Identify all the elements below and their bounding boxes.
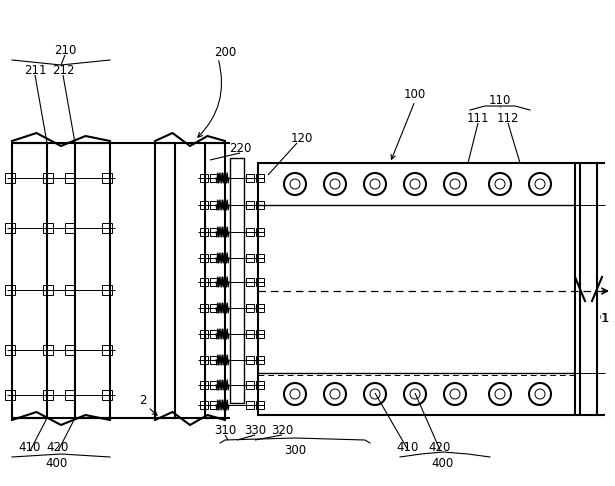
- Bar: [256, 174, 264, 182]
- Text: 420: 420: [47, 440, 69, 453]
- Bar: [200, 228, 208, 236]
- Bar: [200, 201, 208, 209]
- Text: 420: 420: [429, 440, 451, 453]
- Text: 220: 220: [229, 141, 251, 155]
- Bar: [246, 356, 254, 364]
- Bar: [258, 163, 575, 415]
- Bar: [65, 173, 75, 183]
- Text: 1: 1: [601, 312, 609, 325]
- Bar: [246, 304, 254, 312]
- Bar: [210, 228, 218, 236]
- Text: 212: 212: [52, 64, 74, 76]
- Bar: [246, 278, 254, 286]
- Text: 400: 400: [46, 456, 68, 469]
- Bar: [5, 173, 15, 183]
- Bar: [5, 390, 15, 400]
- Bar: [200, 330, 208, 338]
- Text: 100: 100: [404, 88, 426, 102]
- Bar: [43, 390, 53, 400]
- Bar: [102, 223, 112, 233]
- Bar: [5, 223, 15, 233]
- Bar: [210, 381, 218, 389]
- Bar: [43, 345, 53, 355]
- Bar: [200, 174, 208, 182]
- Bar: [246, 174, 254, 182]
- Bar: [205, 143, 225, 418]
- Bar: [246, 381, 254, 389]
- Text: 310: 310: [214, 423, 236, 436]
- Bar: [75, 143, 110, 418]
- Bar: [256, 254, 264, 262]
- Bar: [200, 254, 208, 262]
- Bar: [256, 278, 264, 286]
- Text: 1: 1: [601, 312, 609, 325]
- Bar: [200, 278, 208, 286]
- Bar: [102, 345, 112, 355]
- Bar: [210, 174, 218, 182]
- Bar: [200, 356, 208, 364]
- Bar: [5, 345, 15, 355]
- Bar: [246, 330, 254, 338]
- Bar: [200, 304, 208, 312]
- Bar: [210, 356, 218, 364]
- Bar: [246, 254, 254, 262]
- Text: 300: 300: [284, 444, 306, 456]
- Bar: [246, 401, 254, 409]
- Text: 210: 210: [54, 44, 76, 56]
- Text: 330: 330: [244, 423, 266, 436]
- Text: 211: 211: [24, 64, 46, 76]
- Bar: [65, 345, 75, 355]
- Bar: [210, 278, 218, 286]
- Bar: [246, 228, 254, 236]
- Bar: [5, 285, 15, 295]
- Text: 120: 120: [291, 132, 313, 144]
- Text: 410: 410: [19, 440, 41, 453]
- Text: 320: 320: [271, 423, 293, 436]
- Bar: [230, 158, 244, 403]
- Bar: [12, 143, 47, 418]
- Text: 200: 200: [214, 46, 236, 58]
- Bar: [246, 201, 254, 209]
- Bar: [256, 330, 264, 338]
- Bar: [102, 285, 112, 295]
- Bar: [256, 401, 264, 409]
- Bar: [43, 173, 53, 183]
- Bar: [65, 223, 75, 233]
- Bar: [65, 390, 75, 400]
- Bar: [200, 401, 208, 409]
- Bar: [210, 254, 218, 262]
- Bar: [210, 330, 218, 338]
- Text: 410: 410: [397, 440, 419, 453]
- Bar: [256, 381, 264, 389]
- Bar: [43, 285, 53, 295]
- Bar: [210, 201, 218, 209]
- Bar: [256, 356, 264, 364]
- Bar: [256, 201, 264, 209]
- Bar: [102, 173, 112, 183]
- Text: 112: 112: [497, 111, 519, 124]
- Bar: [200, 381, 208, 389]
- Bar: [256, 228, 264, 236]
- Bar: [256, 304, 264, 312]
- Bar: [155, 143, 175, 418]
- Bar: [65, 285, 75, 295]
- Text: 2: 2: [139, 394, 147, 406]
- Bar: [210, 304, 218, 312]
- Bar: [210, 401, 218, 409]
- Text: 111: 111: [467, 111, 490, 124]
- Text: 110: 110: [489, 93, 511, 106]
- Bar: [43, 223, 53, 233]
- Bar: [102, 390, 112, 400]
- Text: 400: 400: [432, 456, 454, 469]
